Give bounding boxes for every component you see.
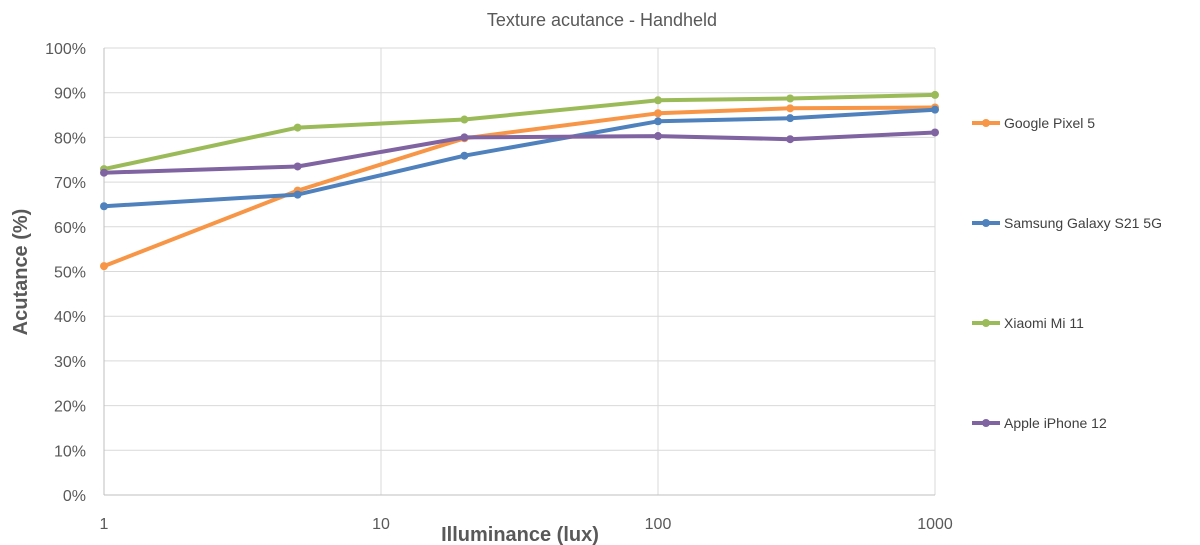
x-tick-label: 1000 bbox=[917, 516, 953, 533]
y-tick-label: 0% bbox=[63, 488, 86, 505]
legend-entry: Samsung Galaxy S21 5G bbox=[972, 215, 1162, 231]
data-point bbox=[654, 117, 662, 126]
axes bbox=[103, 48, 935, 496]
y-tick-label: 90% bbox=[54, 86, 86, 103]
series-google-pixel-5 bbox=[100, 103, 939, 271]
data-point bbox=[293, 190, 302, 199]
series-xiaomi-mi-11 bbox=[100, 90, 939, 174]
data-point bbox=[293, 123, 302, 132]
y-tick-label: 50% bbox=[54, 265, 86, 282]
data-point bbox=[293, 162, 302, 171]
series-samsung-galaxy-s21-5g bbox=[100, 105, 939, 211]
x-tick-label: 1 bbox=[100, 516, 109, 533]
data-point bbox=[786, 104, 795, 113]
data-point bbox=[931, 105, 939, 114]
legend-swatch-marker bbox=[982, 219, 990, 227]
series-apple-iphone-12 bbox=[100, 128, 939, 177]
legend-swatch-marker bbox=[982, 419, 990, 427]
data-point bbox=[786, 94, 795, 103]
y-tick-label: 10% bbox=[54, 443, 86, 460]
legend: Google Pixel 5 Samsung Galaxy S21 5G Xiaom… bbox=[972, 115, 1162, 431]
x-axis-ticks: 1 10 100 1000 bbox=[100, 516, 953, 533]
legend-label: Xiaomi Mi 11 bbox=[1004, 315, 1084, 331]
data-point bbox=[460, 115, 469, 124]
data-point bbox=[100, 168, 108, 177]
series bbox=[100, 90, 939, 271]
data-point bbox=[786, 114, 795, 123]
data-point bbox=[460, 151, 469, 160]
y-axis-title: Acutance (%) bbox=[10, 209, 32, 336]
legend-entry: Xiaomi Mi 11 bbox=[972, 315, 1084, 331]
y-tick-label: 60% bbox=[54, 220, 86, 237]
series-line bbox=[102, 107, 937, 209]
data-point bbox=[460, 133, 469, 142]
y-tick-label: 20% bbox=[54, 399, 86, 416]
y-axis-ticks: 0% 10% 20% 30% 40% 50% 60% 70% 80% 90% 100% bbox=[45, 41, 86, 505]
legend-swatch-marker bbox=[982, 119, 990, 127]
legend-swatch-marker bbox=[982, 319, 990, 327]
series-line bbox=[102, 105, 937, 269]
legend-label: Apple iPhone 12 bbox=[1004, 415, 1107, 431]
data-point bbox=[100, 262, 108, 271]
series-line bbox=[102, 130, 937, 175]
data-point bbox=[931, 128, 939, 137]
data-point bbox=[654, 109, 662, 118]
data-point bbox=[786, 135, 795, 144]
x-tick-label: 100 bbox=[645, 516, 672, 533]
y-tick-label: 100% bbox=[45, 41, 86, 58]
series-line bbox=[102, 92, 937, 172]
legend-label: Google Pixel 5 bbox=[1004, 115, 1095, 131]
y-tick-label: 40% bbox=[54, 309, 86, 326]
data-point bbox=[931, 90, 939, 99]
data-point bbox=[654, 132, 662, 141]
x-axis-title: Illuminance (lux) bbox=[441, 524, 599, 545]
legend-entry: Google Pixel 5 bbox=[972, 115, 1095, 131]
x-tick-label: 10 bbox=[372, 516, 390, 533]
data-point bbox=[654, 96, 662, 105]
y-tick-label: 70% bbox=[54, 175, 86, 192]
data-point bbox=[100, 202, 108, 211]
y-tick-label: 80% bbox=[54, 130, 86, 147]
legend-label: Samsung Galaxy S21 5G bbox=[1004, 215, 1162, 231]
y-tick-label: 30% bbox=[54, 354, 86, 371]
legend-entry: Apple iPhone 12 bbox=[972, 415, 1107, 431]
chart-title: Texture acutance - Handheld bbox=[487, 10, 717, 30]
